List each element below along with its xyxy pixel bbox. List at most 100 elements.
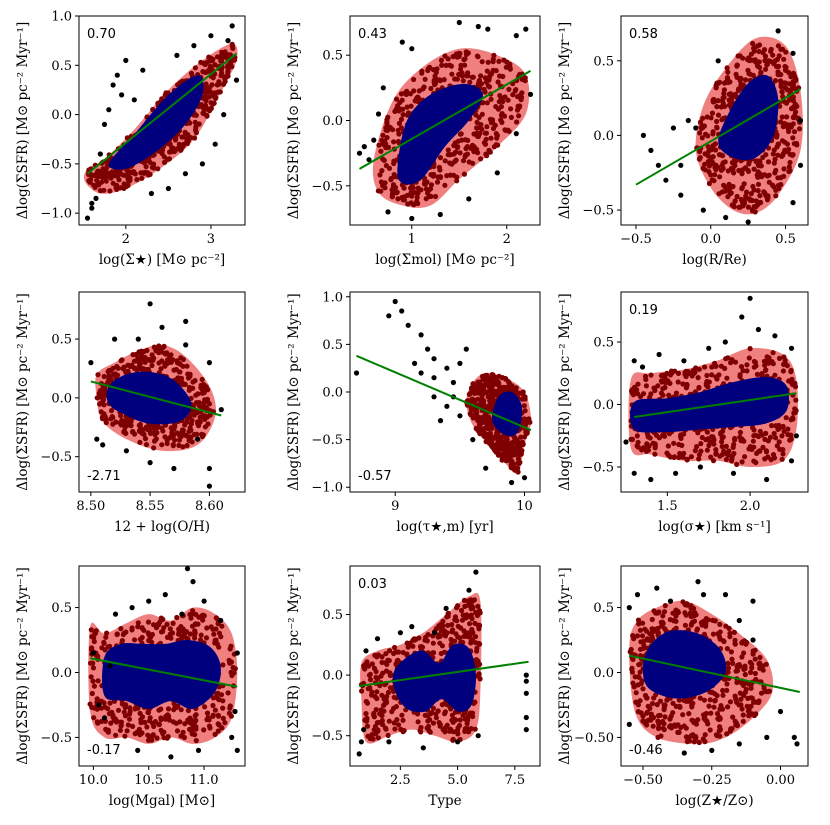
point [717,621,723,628]
point [200,617,206,623]
point [212,62,218,68]
point [173,136,179,142]
point [655,713,662,719]
outlier-point [678,162,684,168]
outlier-point [397,630,403,636]
point [396,120,402,126]
point [478,428,484,434]
point [126,716,133,722]
point [702,364,708,370]
point [153,436,159,442]
point [779,433,785,439]
point [642,626,648,632]
point [170,145,176,151]
point [200,60,206,66]
outlier-point [135,747,141,754]
point [634,443,640,449]
point [202,704,208,710]
point [714,711,721,717]
point [724,65,730,71]
correlation-value: -0.57 [358,469,392,484]
point [479,59,485,65]
point [385,144,392,150]
point [662,714,668,720]
outlier-point [356,751,362,757]
point [212,90,218,96]
point [474,133,481,139]
point [487,116,493,122]
point [762,66,769,72]
point [705,436,711,442]
outlier-point [648,476,654,483]
point [392,726,398,732]
point [476,78,482,84]
point [482,75,488,81]
outlier-point [623,439,629,445]
point [721,638,727,645]
point [796,126,803,132]
point [468,406,474,412]
point [369,689,375,695]
correlation-value: -2.71 [87,469,121,484]
point [696,366,702,372]
outlier-point [94,436,100,442]
point [510,461,517,467]
point [505,379,511,385]
point [118,719,124,725]
point [412,98,418,104]
point [142,169,148,175]
point [143,424,149,430]
point [783,100,790,106]
point [392,184,399,191]
point [462,56,468,62]
point [379,659,385,666]
point [161,159,168,165]
point [773,435,779,441]
point [199,387,205,393]
point [375,728,381,734]
point [362,666,368,672]
point [410,643,416,649]
point [734,722,741,729]
outlier-point [97,151,103,157]
point [389,709,395,715]
point [763,152,769,158]
point [765,159,772,165]
point [686,711,692,717]
point [702,161,708,167]
point [768,48,774,54]
point [679,442,685,448]
x-tick-label: 7.5 [504,773,525,788]
point [724,375,730,381]
point [170,620,176,627]
point [439,62,445,68]
point [787,437,793,443]
point [421,181,427,187]
outlier-point [184,566,191,572]
point [192,135,198,141]
outlier-point [356,150,363,156]
point [167,141,173,147]
point [774,132,780,138]
y-tick-label: 0.0 [322,114,343,129]
plot-area [353,298,533,486]
point [757,171,763,177]
point [172,437,178,443]
point [384,117,390,123]
point [734,461,740,467]
point [743,77,749,83]
point [729,458,735,464]
y-axis-label: Δlog(ΣSFR) [M⊙ pc⁻² Myr⁻¹] [557,293,573,490]
point [771,455,778,461]
outlier-point [790,200,796,206]
axes-frame [349,565,541,767]
point [633,690,639,696]
inner-density-contour [106,371,192,425]
point [386,718,392,724]
point [701,631,708,637]
point [728,726,734,732]
point [391,172,397,178]
point [88,627,94,633]
point [459,70,465,76]
point [195,391,201,397]
